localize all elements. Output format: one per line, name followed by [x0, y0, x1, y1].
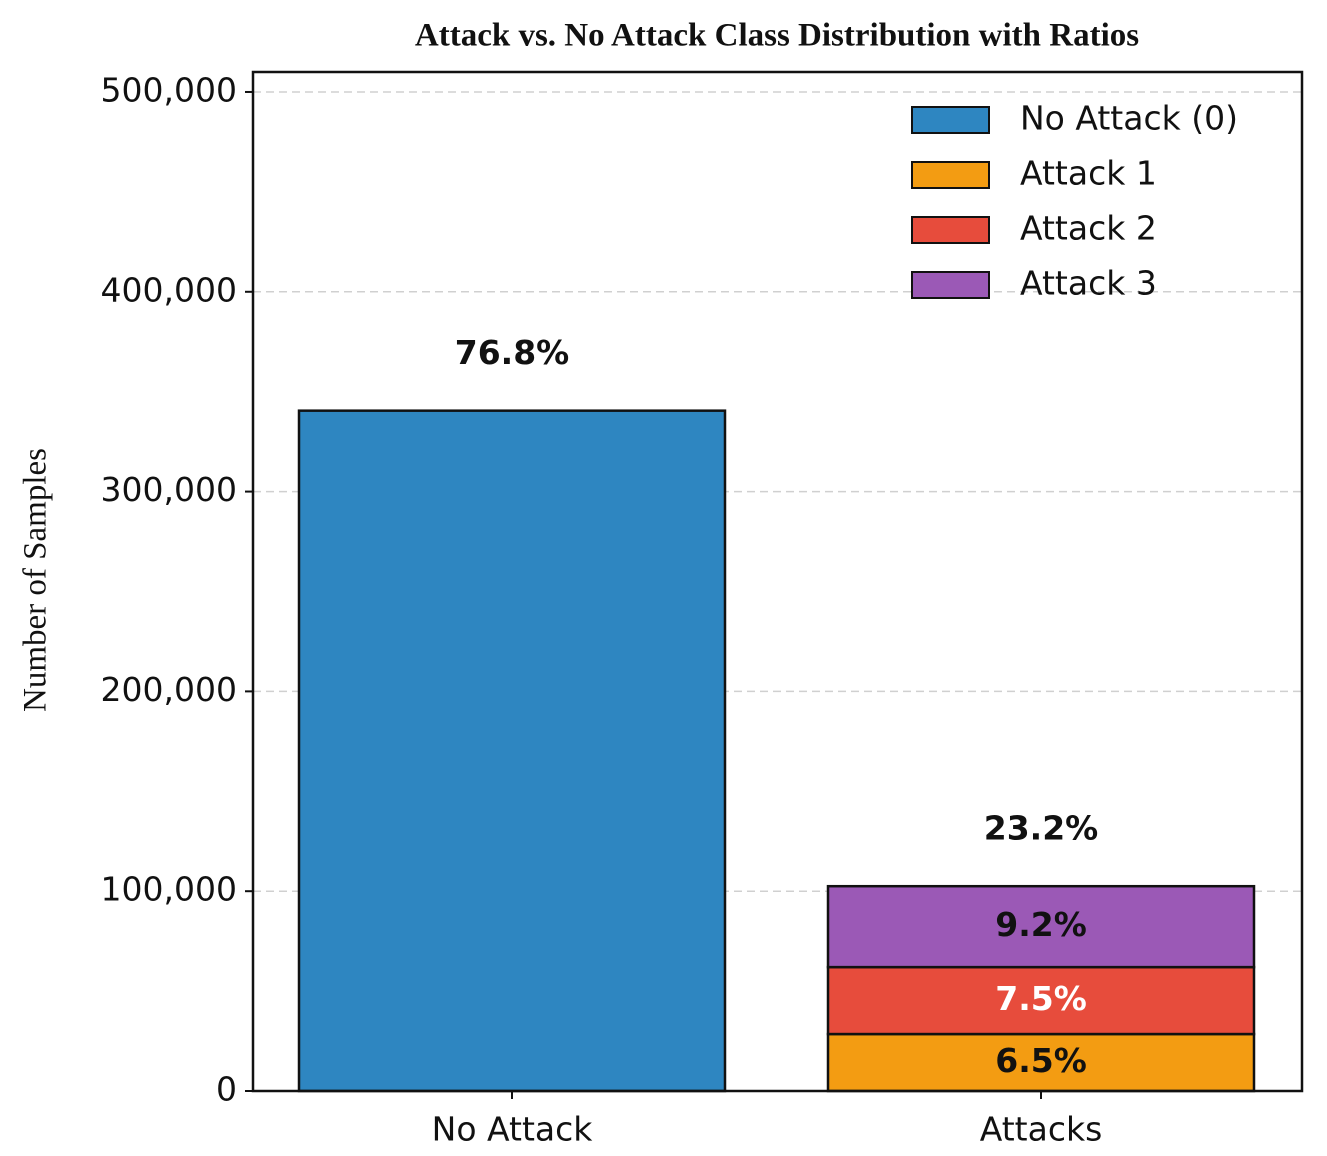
y-tick-label: 100,000 — [101, 870, 237, 909]
segment-label: 6.5% — [995, 1041, 1087, 1080]
legend-label: Attack 2 — [1020, 209, 1157, 248]
total-label: 23.2% — [984, 809, 1099, 848]
legend-swatch — [911, 161, 990, 189]
y-tick-label: 200,000 — [101, 670, 237, 709]
segment-label: 9.2% — [995, 905, 1087, 944]
legend-label: No Attack (0) — [1020, 99, 1238, 138]
y-tick-label: 300,000 — [101, 470, 237, 509]
y-tick-label: 0 — [216, 1070, 237, 1109]
bar-segment — [297, 409, 727, 1093]
legend-swatch — [911, 271, 990, 299]
total-label: 76.8% — [455, 333, 570, 372]
segment-label: 7.5% — [995, 979, 1087, 1018]
legend-label: Attack 3 — [1020, 264, 1157, 303]
y-tick-label: 400,000 — [101, 270, 237, 309]
x-tick-label: No Attack — [432, 1110, 594, 1149]
bar-segment — [826, 1032, 1256, 1093]
chart-title: Attack vs. No Attack Class Distribution … — [415, 18, 1139, 54]
y-tick-label: 500,000 — [101, 70, 237, 109]
legend-swatch — [911, 106, 990, 134]
legend-swatch — [911, 216, 990, 244]
x-tick-label: Attacks — [980, 1110, 1103, 1149]
y-axis-label: Number of Samples — [18, 448, 54, 712]
bar-segment — [826, 965, 1256, 1036]
bar-segment — [826, 884, 1256, 969]
plot-frame — [251, 70, 1304, 1093]
legend-label: Attack 1 — [1020, 154, 1157, 193]
